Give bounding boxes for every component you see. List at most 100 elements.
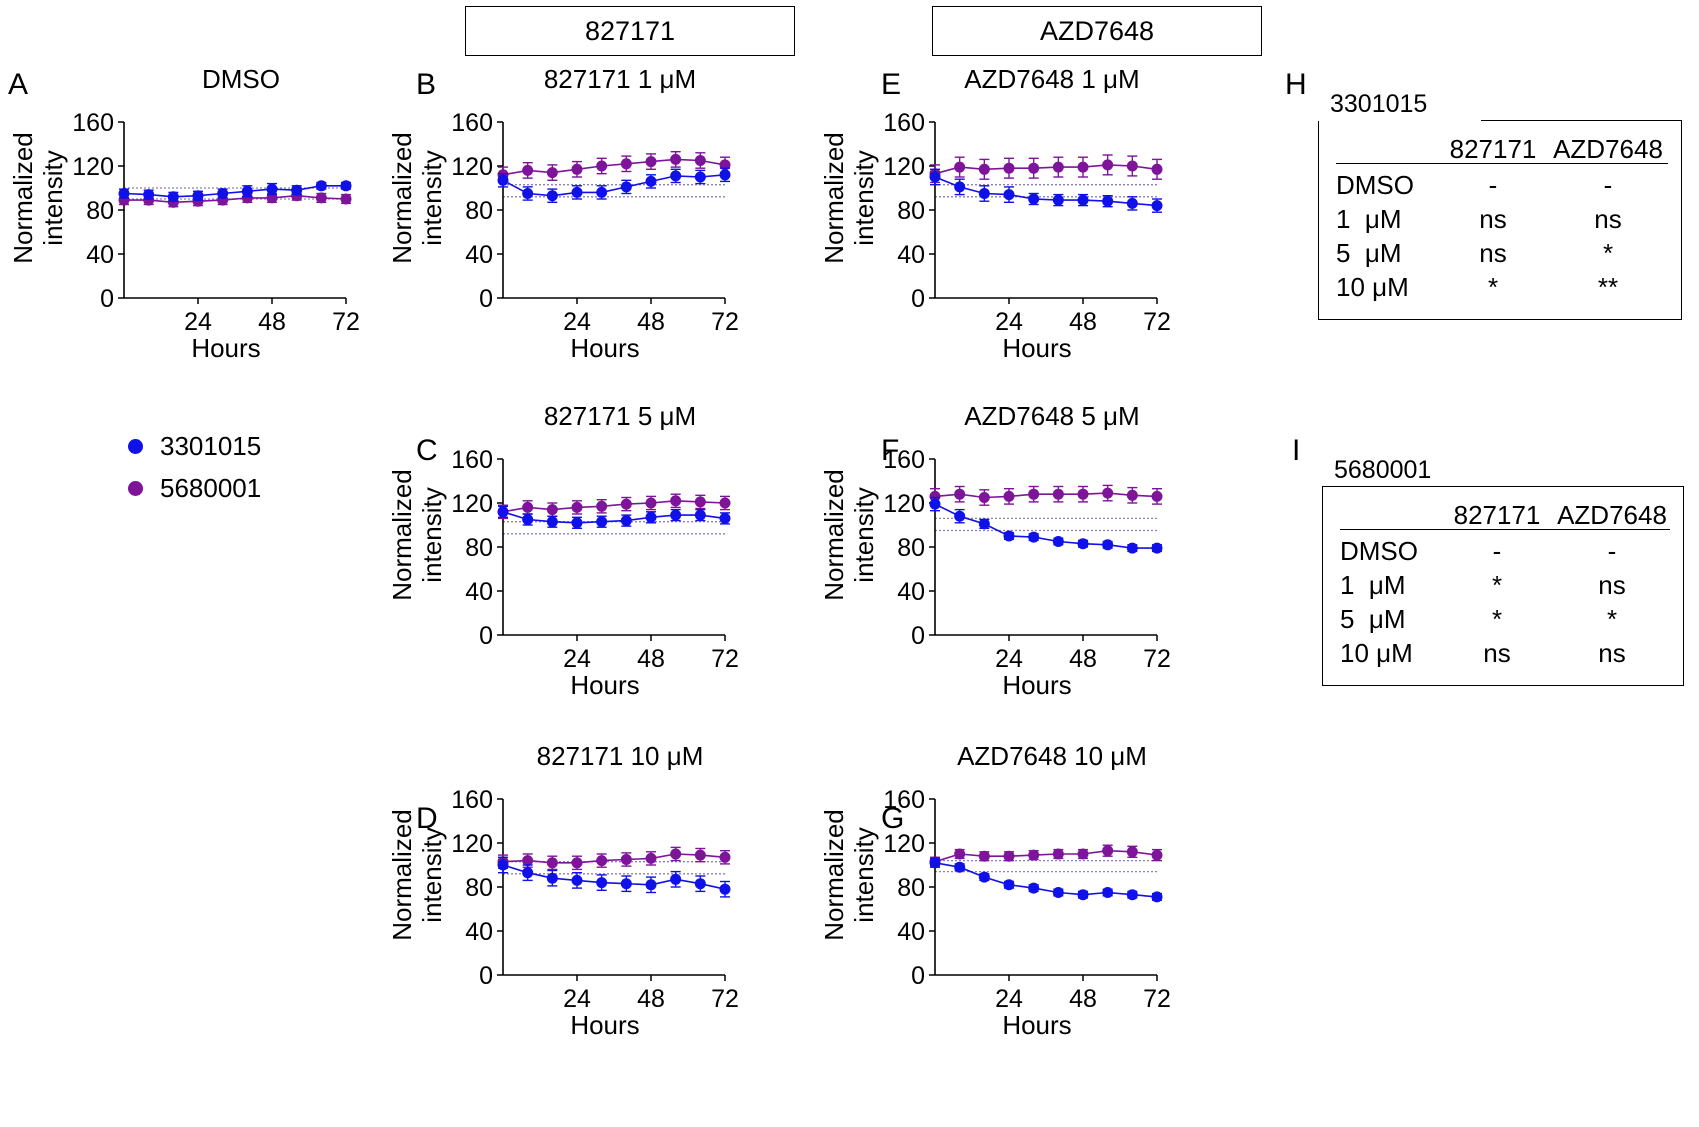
chart-d-series-3301015-line: [502, 864, 726, 890]
sig-table-i-col-azd7648: AZD7648: [1557, 500, 1667, 530]
sig-table-i-cell: *: [1491, 570, 1503, 600]
chart-d: 827171 10 μM 0 40 80 120 160 24 48 72 Hours Normal…: [387, 741, 739, 1040]
chart-b-y-tick-label: 120: [451, 153, 493, 181]
chart-g-series-3301015-point: [1126, 889, 1138, 901]
sig-table-h-cell: -: [1488, 170, 1498, 200]
chart-f-x-label: Hours: [1002, 670, 1071, 700]
panel-letter-g: G: [881, 802, 905, 835]
chart-b-series-5680001-point: [546, 167, 558, 179]
chart-c-series-3301015-point: [620, 515, 632, 527]
chart-a-x-label: Hours: [191, 333, 260, 363]
chart-b-series-5680001-point: [670, 153, 682, 165]
chart-b-series-3301015-line: [502, 174, 726, 197]
chart-d-series-3301015-point: [670, 873, 682, 885]
chart-d-x-label: Hours: [570, 1010, 639, 1040]
sig-table-h-cell: ns: [1479, 238, 1507, 268]
chart-g-series-5680001-point: [1102, 845, 1114, 857]
chart-b-series-5680001-point: [596, 160, 608, 172]
legend-label-5680001: 5680001: [160, 472, 262, 503]
chart-g-series-5680001-point: [1126, 846, 1138, 858]
chart-a-y-label-line: intensity: [38, 150, 68, 245]
chart-c-series-5680001-point: [719, 497, 731, 509]
chart-e: AZD7648 1 μM 0 40 80 120 160 24 48 72 Hours Normal…: [819, 64, 1171, 363]
chart-g-y-label: Normalizedintensity: [819, 809, 879, 941]
chart-a-y-tick-label: 160: [72, 109, 114, 137]
chart-d-series-5680001-point: [571, 857, 583, 869]
panel-letter-d: D: [416, 802, 438, 835]
legend-marker-3301015: [128, 438, 143, 454]
chart-d-x-tick-label: 72: [711, 985, 739, 1013]
chart-g-series-3301015-line: [934, 862, 1158, 898]
chart-b-series-5680001-point: [694, 155, 706, 166]
chart-d-series-5680001-point: [670, 848, 682, 860]
chart-g-series-3301015-point: [1102, 887, 1114, 898]
chart-e-series-5680001-point: [1052, 161, 1064, 173]
chart-a-title: DMSO: [202, 64, 280, 94]
chart-b-y-label: Normalizedintensity: [387, 132, 447, 264]
chart-g-series-5680001-point: [1077, 848, 1089, 860]
header-827171: 827171: [465, 6, 795, 56]
chart-b-y-tick-label: 0: [479, 285, 493, 313]
chart-f-series-5680001-line: [934, 492, 1158, 499]
chart-g-series-5680001-line: [934, 849, 1158, 863]
chart-f-y-tick-label: 0: [911, 622, 925, 650]
chart-g-series-3301015-point: [1052, 887, 1064, 898]
chart-a-series-3301015-line: [123, 185, 346, 198]
chart-e-y-tick-label: 80: [897, 197, 925, 225]
sig-table-i-cell: ns: [1598, 638, 1626, 668]
chart-c-y-label-line: intensity: [417, 487, 447, 582]
chart-b-series-3301015-point: [596, 186, 608, 198]
sig-table-i-row-label: DMSO: [1340, 536, 1418, 566]
chart-f-series-5680001-point: [1003, 490, 1015, 502]
chart-c-y-tick-label: 0: [479, 622, 493, 650]
chart-c-series-3301015-point: [497, 506, 509, 518]
chart-b-series-5680001-point: [571, 163, 583, 175]
chart-d-series-3301015-point: [497, 859, 509, 871]
chart-b-title: 827171 1 μM: [544, 64, 696, 94]
chart-f-y-tick-label: 40: [897, 578, 925, 606]
chart-b-series-5680001-point: [645, 156, 657, 168]
chart-f-series-5680001-point: [954, 488, 966, 500]
chart-f-y-label: Normalizedintensity: [819, 469, 879, 601]
chart-a-x-tick-label: 24: [184, 308, 212, 336]
chart-e-y-tick-label: 0: [911, 285, 925, 313]
sig-table-i-cell: *: [1606, 604, 1618, 634]
chart-d-series-3301015-point: [546, 872, 558, 884]
sig-table-h-title: 3301015: [1330, 90, 1428, 118]
chart-f-series-3301015-point: [1151, 542, 1163, 554]
chart-c-y-label: Normalizedintensity: [387, 469, 447, 601]
chart-c-y-tick-label: 40: [465, 578, 493, 606]
sig-table-h-rule: [1336, 163, 1668, 164]
chart-g-series-3301015-point: [1077, 889, 1089, 901]
chart-f-series-5680001-point: [1151, 490, 1163, 502]
chart-b-x-label: Hours: [570, 333, 639, 363]
chart-e-series-3301015-point: [1151, 200, 1163, 212]
chart-g: AZD7648 10 μM 0 40 80 120 160 24 48 72 Hours Norma…: [819, 741, 1171, 1040]
chart-d-series-3301015-point: [645, 879, 657, 891]
chart-c-series-5680001-point: [596, 500, 608, 512]
sig-table-i: 5680001 827171 AZD7648 DMSO - - 1 μM * n…: [1322, 456, 1698, 696]
chart-c-series-3301015-point: [571, 517, 583, 529]
sig-table-h-row-label: DMSO: [1336, 170, 1414, 200]
chart-b-series-3301015-point: [694, 171, 706, 183]
chart-d-y-tick-label: 160: [451, 786, 493, 814]
chart-g-title: AZD7648 10 μM: [957, 741, 1147, 771]
chart-a-y-tick-label: 120: [72, 153, 114, 181]
chart-e-series-5680001-point: [1102, 159, 1114, 171]
chart-b-series-5680001-line: [502, 158, 726, 176]
chart-e-series-3301015-line: [934, 176, 1158, 207]
panel-letter-i: I: [1292, 434, 1301, 467]
chart-f-series-5680001-point: [1052, 488, 1064, 500]
chart-c-x-tick-label: 48: [637, 645, 665, 673]
chart-d-series-3301015-point: [571, 874, 583, 886]
chart-e-x-tick-label: 72: [1143, 308, 1171, 336]
chart-c: 827171 5 μM 0 40 80 120 160 24 48 72 Hours Normali…: [387, 401, 739, 700]
chart-a-series-3301015-point: [266, 183, 278, 195]
chart-f-series-3301015-point: [1077, 538, 1089, 550]
chart-e-series-3301015-point: [1126, 197, 1138, 209]
legend-label-3301015: 3301015: [160, 430, 262, 461]
chart-d-title: 827171 10 μM: [537, 741, 704, 771]
chart-c-series-5680001-point: [694, 496, 706, 508]
chart-c-series-3301015-point: [522, 514, 534, 525]
